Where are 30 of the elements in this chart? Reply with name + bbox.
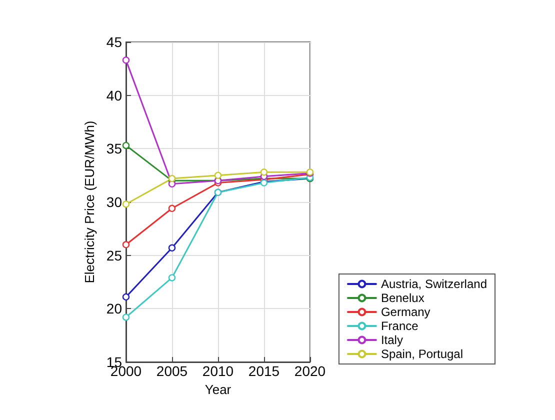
legend-label: Spain, Portugal bbox=[380, 347, 464, 361]
x-axis-title: Year bbox=[204, 382, 232, 397]
x-tick-label: 2005 bbox=[156, 363, 188, 379]
point bbox=[168, 274, 176, 282]
point bbox=[122, 293, 130, 301]
point bbox=[168, 174, 176, 182]
point bbox=[122, 142, 130, 150]
x-tick-label: 2010 bbox=[202, 363, 234, 379]
point bbox=[122, 314, 130, 321]
y-tick-label: 40 bbox=[106, 87, 122, 104]
legend-label: Germany bbox=[380, 305, 430, 319]
legend-label: France bbox=[380, 319, 419, 333]
y-tick-label: 35 bbox=[106, 140, 122, 157]
point bbox=[168, 204, 176, 212]
x-tick-label: 2020 bbox=[294, 363, 326, 379]
legend-label: Benelux bbox=[380, 291, 424, 305]
point bbox=[122, 200, 130, 208]
legend-label: Italy bbox=[380, 333, 403, 347]
point bbox=[122, 241, 130, 248]
legend-label: Austria, Switzerland bbox=[380, 277, 488, 291]
point bbox=[214, 172, 222, 179]
y-axis-title: Electricity Price (EUR/MWh) bbox=[82, 120, 97, 284]
point bbox=[260, 168, 268, 176]
point bbox=[122, 56, 130, 64]
y-tick-label: 25 bbox=[106, 247, 122, 264]
x-tick-label: 2015 bbox=[248, 363, 280, 379]
y-tick-label: 45 bbox=[106, 34, 122, 50]
y-tick-label: 20 bbox=[106, 300, 122, 317]
y-tick-label: 30 bbox=[106, 194, 122, 210]
point bbox=[168, 244, 176, 252]
